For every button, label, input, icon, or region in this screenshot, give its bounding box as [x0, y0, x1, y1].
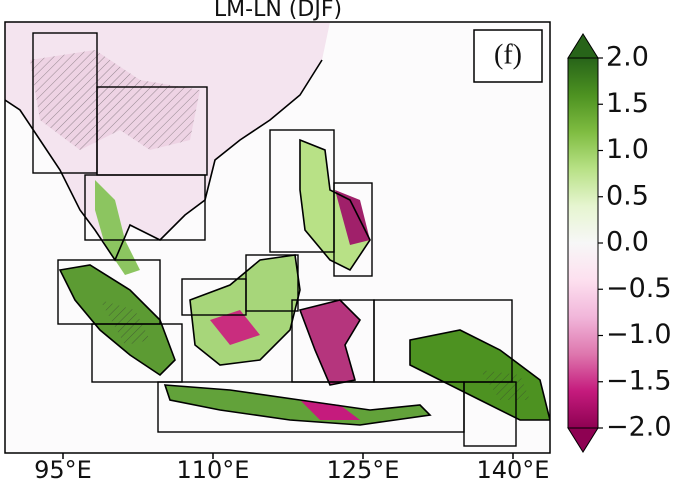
- colorbar-tick-label: −1.0: [606, 319, 672, 350]
- x-tick-label: 140°E: [477, 456, 550, 484]
- colorbar-tick-label: 1.0: [606, 134, 649, 165]
- colorbar-extend-top: [567, 33, 599, 59]
- panel-label-box: [473, 29, 543, 83]
- x-tick-label: 95°E: [34, 456, 92, 484]
- colorbar-tick-label: −1.5: [606, 365, 672, 396]
- colorbar-tick-label: 0.0: [606, 227, 649, 258]
- x-tick-label: 110°E: [177, 456, 250, 484]
- map-frame: [4, 21, 551, 454]
- colorbar-tick-label: 2.0: [606, 42, 649, 73]
- colorbar-tick-label: −2.0: [606, 412, 672, 443]
- x-tick-label: 125°E: [327, 456, 400, 484]
- panel-label: (f): [494, 39, 522, 70]
- title: LM-LN (DJF): [214, 0, 342, 22]
- colorbar-tick-label: −0.5: [606, 273, 672, 304]
- map: [5, 22, 550, 453]
- colorbar-extend-bottom: [567, 427, 599, 453]
- colorbar: [567, 57, 599, 429]
- colorbar-tick-label: 1.5: [606, 88, 649, 119]
- colorbar-tick-label: 0.5: [606, 180, 649, 211]
